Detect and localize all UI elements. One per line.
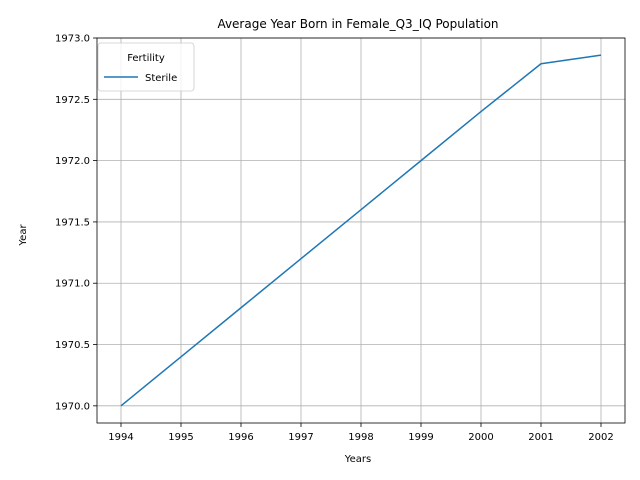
- y-tick-label: 1971.0: [55, 279, 90, 290]
- x-tick-label: 1999: [408, 432, 433, 443]
- x-tick-label: 1998: [348, 432, 373, 443]
- x-tick-label: 1994: [108, 432, 133, 443]
- y-axis-label: Year: [18, 224, 29, 247]
- x-tick-label: 2000: [468, 432, 493, 443]
- y-tick-label: 1970.0: [55, 401, 90, 412]
- legend-title: Fertility: [127, 53, 165, 64]
- chart-title: Average Year Born in Female_Q3_IQ Popula…: [217, 17, 498, 31]
- x-tick-label: 2001: [528, 432, 553, 443]
- x-axis-label: Years: [344, 454, 371, 465]
- y-tick-label: 1972.5: [55, 95, 90, 106]
- legend-box: [97, 42, 195, 92]
- legend-label-sterile: Sterile: [145, 73, 177, 84]
- series-line-sterile: [120, 54, 602, 407]
- x-axis: 1994 1995 1996 1997 1998 1999 2000 2001 2002: [108, 423, 614, 443]
- x-tick-label: 1997: [288, 432, 313, 443]
- y-tick-label: 1971.5: [55, 217, 90, 228]
- series-layer: [120, 54, 602, 407]
- x-tick-label: 1996: [228, 432, 253, 443]
- x-tick-label: 1995: [168, 432, 193, 443]
- y-axis: 1970.0 1970.5 1971.0 1971.5 1972.0 1972.5 1973…: [55, 34, 97, 412]
- y-tick-label: 1972.0: [55, 156, 90, 167]
- x-tick-label: 2002: [588, 432, 613, 443]
- y-tick-label: 1973.0: [55, 34, 90, 45]
- grid: [97, 37, 625, 423]
- y-tick-label: 1970.5: [55, 340, 90, 351]
- legend: Fertility Sterile: [97, 42, 195, 92]
